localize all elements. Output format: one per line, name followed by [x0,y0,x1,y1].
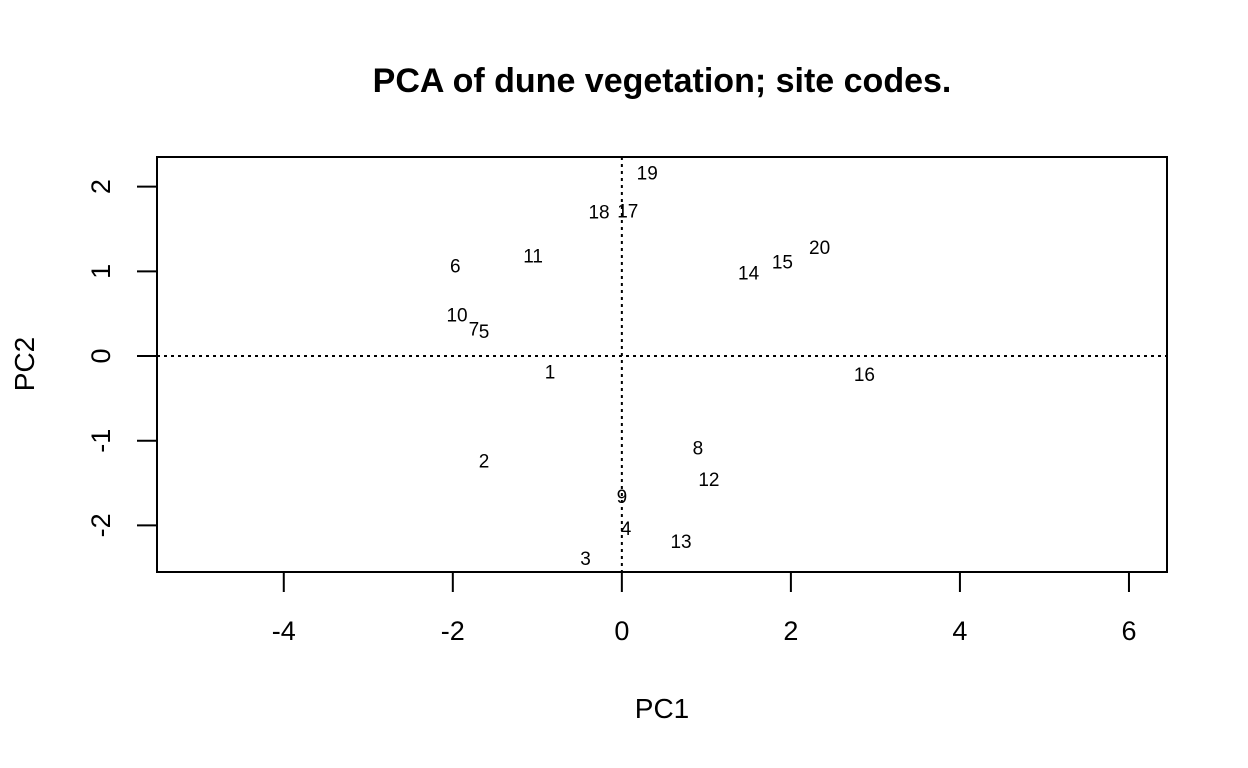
x-axis-label: PC1 [635,693,689,724]
x-tick-label: 4 [952,616,967,646]
site-label-6: 6 [450,257,461,278]
site-label-7: 7 [469,319,480,340]
x-tick-label: 0 [614,616,629,646]
x-axis: -4 -2 0 2 4 6 [272,572,1136,646]
y-axis-label: PC2 [9,337,40,391]
site-label-11: 11 [523,246,543,267]
chart-title: PCA of dune vegetation; site codes. [373,62,952,100]
site-label-15: 15 [772,252,793,273]
site-label-20: 20 [809,238,830,259]
plot-frame [156,156,1168,573]
site-label-4: 4 [621,519,632,540]
site-label-3: 3 [580,549,591,570]
site-label-5: 5 [479,322,490,343]
site-label-9: 9 [617,487,628,508]
site-label-8: 8 [693,439,704,460]
reference-lines [157,157,1167,572]
site-label-14: 14 [738,263,760,284]
site-label-10: 10 [446,306,467,327]
y-tick-label: 2 [86,179,116,194]
site-label-2: 2 [479,451,490,472]
site-label-16: 16 [854,365,875,386]
site-label-19: 19 [637,163,658,184]
x-tick-label: 2 [783,616,798,646]
y-tick-label: 0 [86,349,116,364]
site-label-12: 12 [698,470,719,491]
site-label-1: 1 [545,362,556,383]
y-tick-label: 1 [86,264,116,279]
y-tick-label: -1 [86,429,116,453]
x-tick-label: 6 [1121,616,1136,646]
x-tick-label: -2 [441,616,465,646]
site-label-13: 13 [670,532,691,553]
site-label-17: 17 [617,202,638,223]
site-label-18: 18 [588,202,609,223]
x-tick-label: -4 [272,616,296,646]
y-tick-label: -2 [86,513,116,537]
y-axis: -2 -1 0 1 2 [86,179,157,537]
